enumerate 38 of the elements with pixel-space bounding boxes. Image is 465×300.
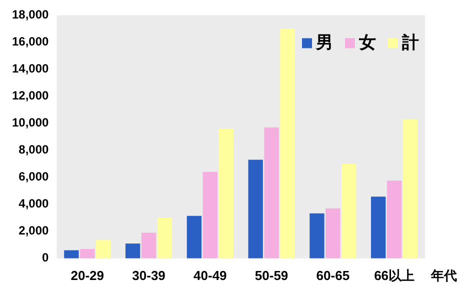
bar (186, 216, 202, 258)
bar (248, 160, 263, 258)
bar (96, 240, 111, 258)
bar (218, 128, 234, 258)
x-tick-label: 40-49 (194, 268, 227, 283)
y-tick-label: 2,000 (18, 224, 50, 238)
y-tick-label: 16,000 (12, 34, 50, 49)
x-tick-label: 60-65 (316, 268, 350, 283)
x-tick-label: 20-29 (70, 268, 104, 283)
bar (202, 172, 218, 258)
bar (264, 127, 279, 258)
x-tick-label: 30-39 (132, 268, 166, 283)
bar (386, 180, 402, 258)
bar (157, 218, 172, 258)
bar (80, 248, 95, 258)
x-tick-label: 50-59 (254, 268, 288, 283)
bar (64, 250, 79, 258)
y-tick-label: 4,000 (18, 196, 50, 211)
y-tick-label: 0 (42, 250, 50, 265)
y-tick-label: 18,000 (12, 8, 50, 22)
y-tick-label: 6,000 (18, 170, 50, 184)
bar (280, 28, 295, 258)
legend-label: 女 (358, 32, 376, 52)
bar (342, 164, 356, 258)
x-tick-label: 66以上 (374, 268, 415, 283)
y-tick-label: 14,000 (12, 62, 50, 76)
bar (310, 213, 324, 258)
legend-label: 男 (315, 32, 333, 52)
x-axis-title: 年代 (430, 268, 457, 283)
y-tick-label: 10,000 (12, 116, 50, 130)
bar (125, 244, 140, 258)
bar (141, 232, 156, 258)
legend-label: 計 (401, 32, 419, 52)
y-tick-label: 8,000 (18, 142, 50, 157)
bar (402, 119, 418, 258)
bar (371, 196, 386, 258)
y-tick-label: 12,000 (12, 88, 50, 103)
bar (326, 208, 340, 258)
